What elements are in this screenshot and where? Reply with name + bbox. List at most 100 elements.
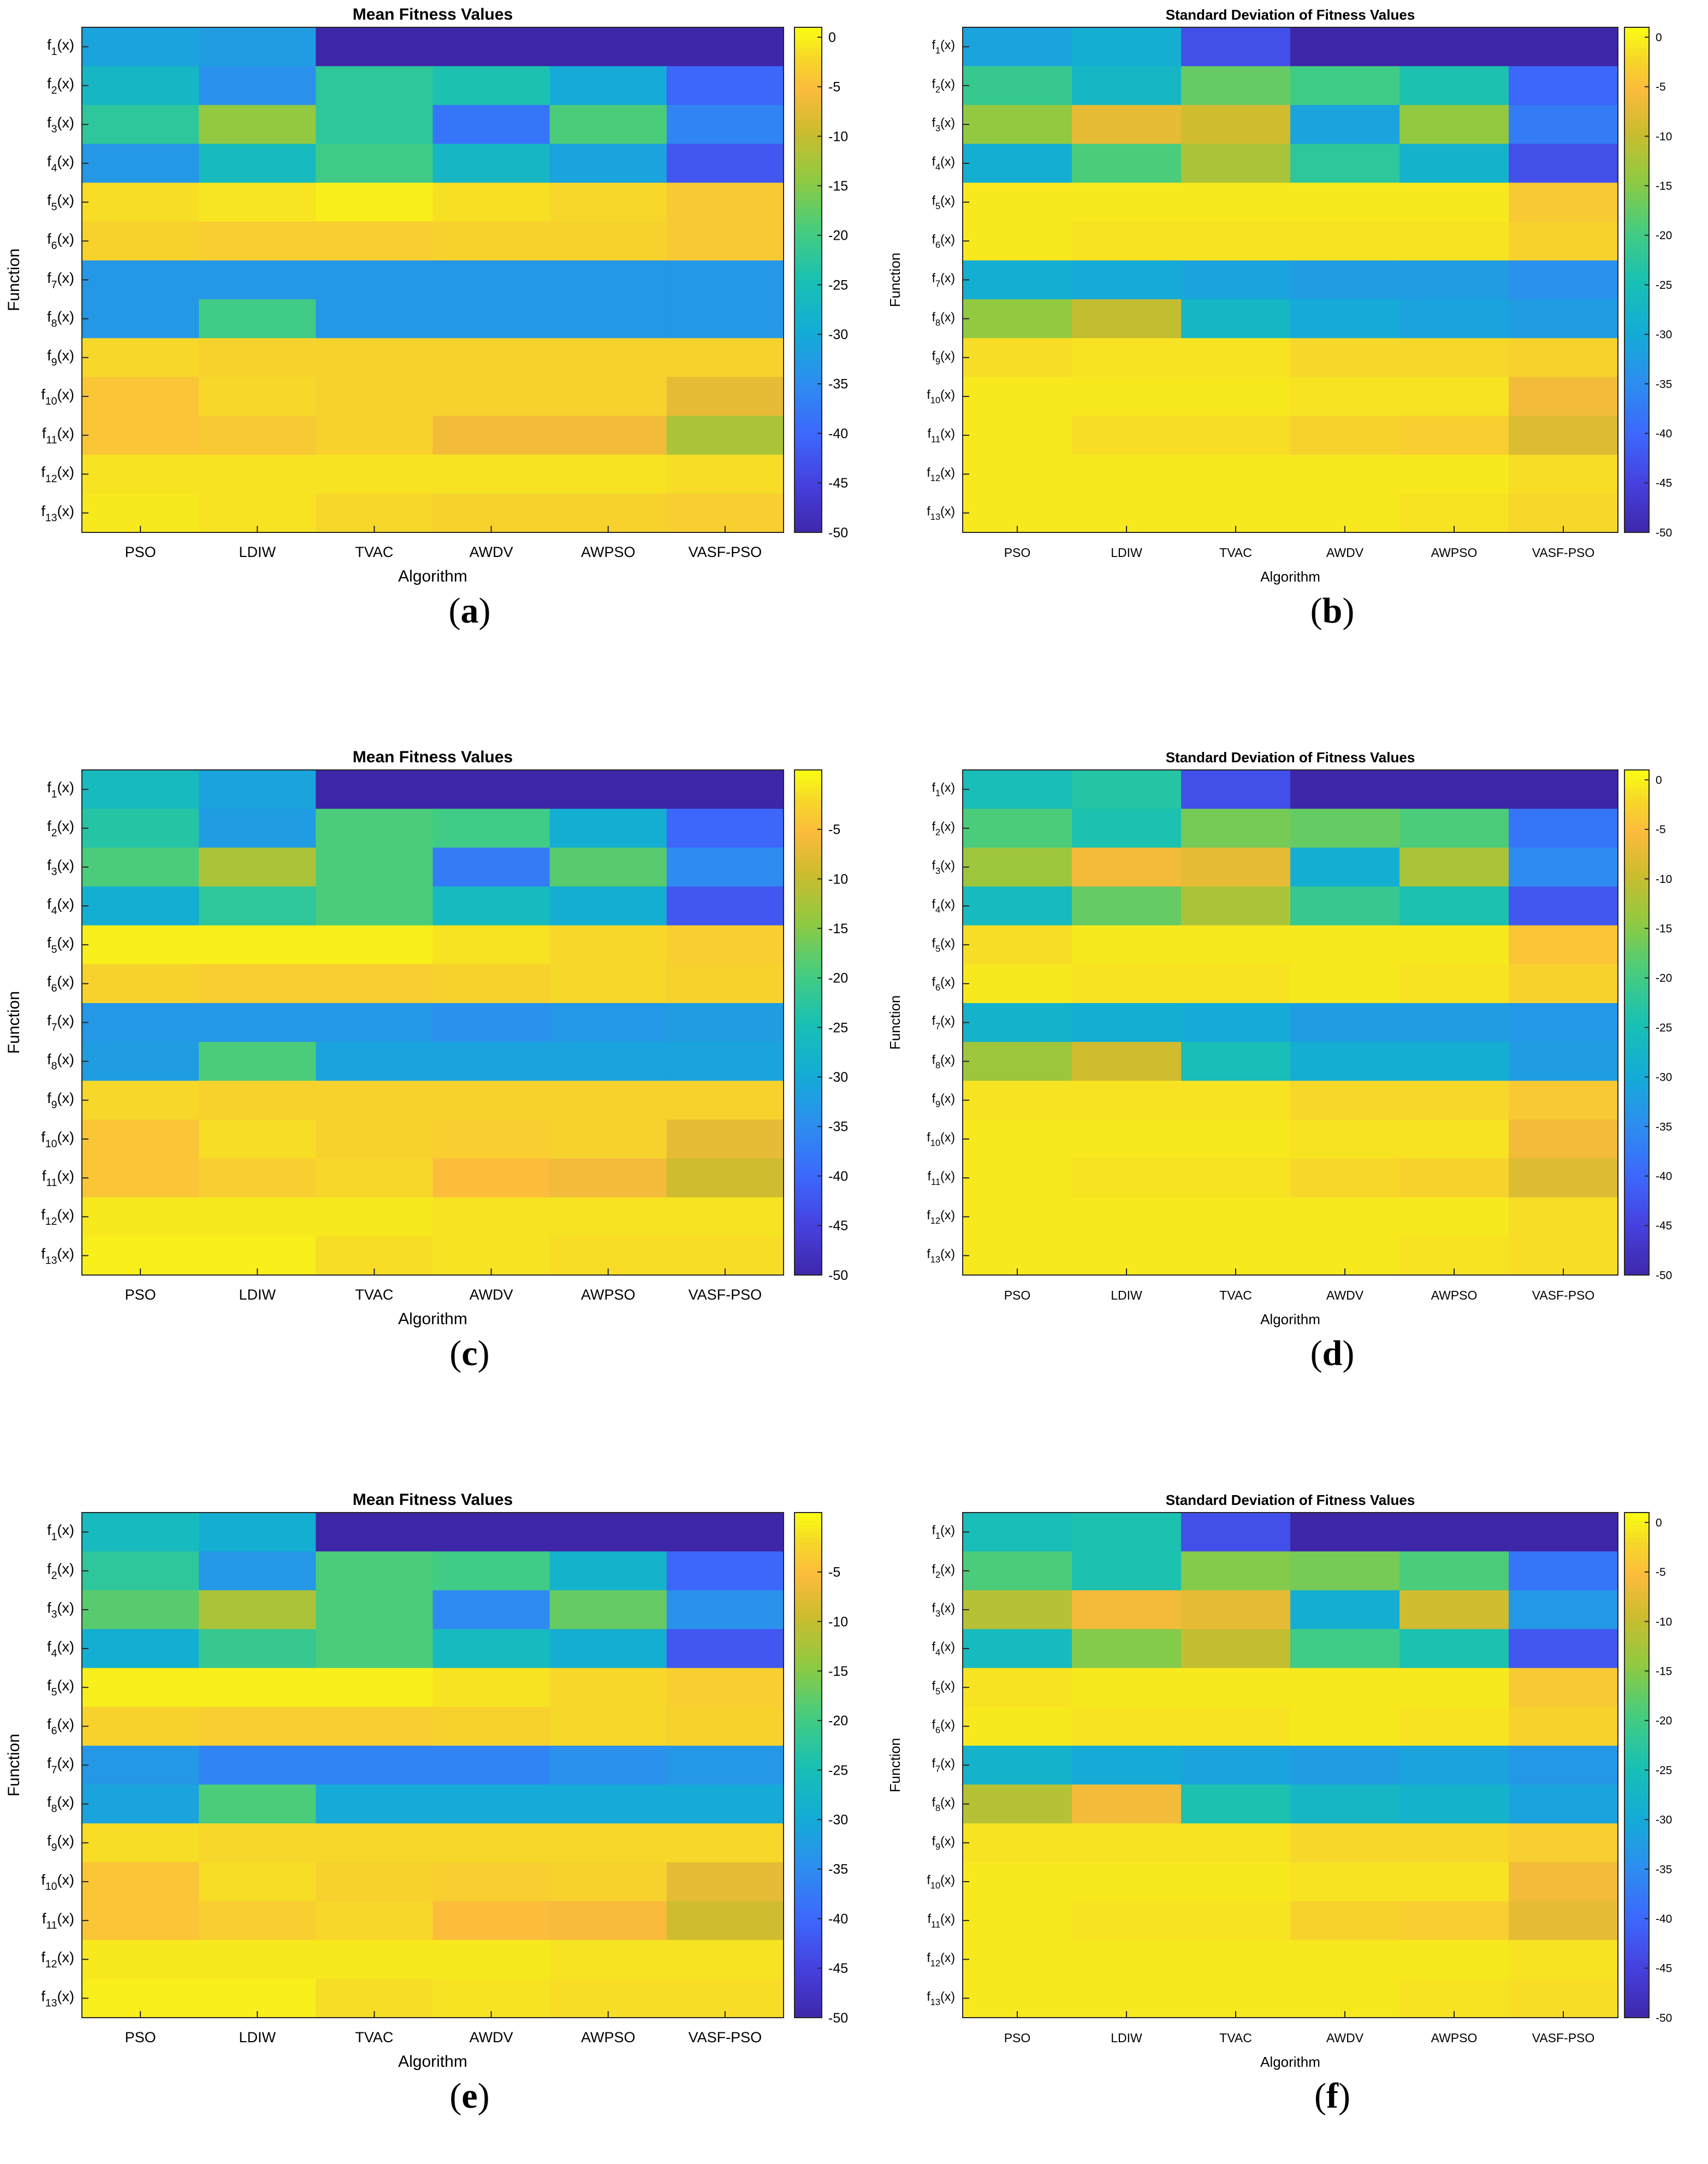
- heatmap-cell: [1072, 299, 1182, 339]
- heatmap-cell: [549, 770, 667, 809]
- heatmap-cell: [1399, 1042, 1509, 1081]
- colorbar-segment: [794, 1853, 822, 1858]
- heatmap-cell: [1509, 1003, 1618, 1042]
- colorbar-segment: [794, 1249, 822, 1255]
- colorbar-tick-label: -30: [1656, 1071, 1672, 1084]
- heatmap-panel-c: Mean Fitness Values PSO LDIW TVAC AWDV AWPSO V…: [5, 748, 848, 1373]
- colorbar-segment: [794, 385, 822, 390]
- y-tick-label: f11(x): [42, 425, 74, 446]
- heatmap-cell: [1399, 1513, 1509, 1552]
- x-tick-label: VASF-PSO: [689, 544, 762, 560]
- colorbar-segment: [1624, 440, 1649, 444]
- colorbar-segment: [794, 1584, 822, 1589]
- heatmap-cell: [1072, 1706, 1182, 1746]
- colorbar-segment: [1624, 1672, 1649, 1677]
- colorbar-segment: [1624, 1039, 1649, 1044]
- colorbar-segment: [794, 1740, 822, 1745]
- x-tick-label: TVAC: [355, 2029, 393, 2046]
- x-tick-label: PSO: [125, 544, 156, 560]
- colorbar-segment: [1624, 1811, 1649, 1816]
- x-tick-label: VASF-PSO: [689, 1286, 762, 1303]
- colorbar-segment: [1624, 351, 1649, 357]
- y-tick-label: f7(x): [47, 1755, 74, 1776]
- heatmap-cell: [82, 1158, 199, 1198]
- heatmap-cell: [963, 1042, 1072, 1081]
- colorbar-segment: [1624, 120, 1649, 125]
- heatmap-cell: [1181, 847, 1291, 887]
- colorbar-segment: [1624, 103, 1649, 108]
- colorbar-segment: [794, 145, 822, 150]
- heatmap-cell: [1399, 182, 1509, 222]
- heatmap-cell: [1181, 809, 1291, 848]
- colorbar-segment: [794, 1723, 822, 1728]
- heatmap-cell: [1399, 1081, 1509, 1120]
- colorbar-segment: [1624, 1207, 1649, 1213]
- colorbar-segment: [794, 1819, 822, 1825]
- colorbar-tick-label: -50: [828, 525, 848, 541]
- heatmap-cell: [1072, 847, 1182, 887]
- heatmap-cell: [666, 1513, 784, 1552]
- colorbar-segment: [1624, 1828, 1649, 1833]
- heatmap-cell: [963, 1901, 1072, 1941]
- chart-title: Mean Fitness Values: [353, 5, 513, 23]
- colorbar-segment: [1624, 1140, 1649, 1145]
- colorbar-segment: [794, 1988, 822, 1993]
- y-tick-label: f2(x): [932, 819, 955, 837]
- colorbar-segment: [794, 884, 822, 888]
- y-tick-label: f7(x): [47, 1012, 74, 1033]
- colorbar-segment: [1624, 963, 1649, 969]
- colorbar-segment: [1624, 1971, 1649, 1976]
- colorbar-segment: [794, 862, 822, 868]
- colorbar-segment: [794, 494, 822, 500]
- colorbar-segment: [794, 980, 822, 985]
- colorbar-segment: [1624, 233, 1649, 239]
- colorbar-segment: [794, 414, 822, 419]
- colorbar-segment: [794, 187, 822, 192]
- colorbar-segment: [1624, 1925, 1649, 1930]
- colorbar-segment: [794, 2009, 822, 2014]
- heatmap-cell: [666, 144, 784, 183]
- colorbar-segment: [794, 406, 822, 411]
- heatmap-cell: [82, 182, 199, 222]
- colorbar-segment: [794, 1659, 822, 1665]
- heatmap-cell: [432, 338, 550, 377]
- y-tick-label: f13(x): [927, 1989, 955, 2007]
- colorbar-segment: [794, 31, 822, 37]
- colorbar-segment: [794, 820, 822, 826]
- colorbar-segment: [1624, 850, 1649, 855]
- colorbar-segment: [1624, 1895, 1649, 1900]
- colorbar-segment: [794, 1701, 822, 1707]
- heatmap-cell: [666, 1197, 784, 1237]
- colorbar-segment: [1624, 1841, 1649, 1846]
- heatmap-cell: [1290, 299, 1400, 339]
- colorbar-segment: [794, 225, 822, 230]
- colorbar-segment: [1624, 959, 1649, 964]
- colorbar-segment: [794, 816, 822, 821]
- colorbar-segment: [794, 1912, 822, 1917]
- heatmap-cell: [1290, 964, 1400, 1004]
- heatmap-cell: [549, 1823, 667, 1863]
- heatmap-cell: [1509, 1590, 1618, 1630]
- colorbar-segment: [1624, 78, 1649, 83]
- heatmap-cell: [549, 1119, 667, 1159]
- colorbar-segment: [1624, 955, 1649, 960]
- heatmap-cell: [1399, 1745, 1509, 1785]
- heatmap-cell: [316, 1668, 434, 1708]
- colorbar-segment: [794, 1887, 822, 1892]
- heatmap-cell: [1290, 1823, 1400, 1863]
- colorbar-tick-label: -40: [1656, 1913, 1672, 1925]
- colorbar-segment: [1624, 465, 1649, 470]
- y-tick-label: f3(x): [47, 857, 74, 878]
- heatmap-cell: [199, 299, 316, 339]
- colorbar-segment: [794, 2001, 822, 2006]
- heatmap-cell: [549, 1003, 667, 1042]
- colorbar-segment: [794, 221, 822, 226]
- colorbar-segment: [1624, 1538, 1649, 1543]
- colorbar-segment: [794, 1727, 822, 1732]
- colorbar-segment: [1624, 1513, 1649, 1517]
- colorbar-tick-label: -10: [828, 1614, 848, 1629]
- colorbar-tick-label: -20: [1656, 1715, 1672, 1727]
- colorbar-segment: [1624, 1701, 1649, 1707]
- heatmap-cell: [666, 847, 784, 887]
- x-tick-label: PSO: [125, 2029, 156, 2046]
